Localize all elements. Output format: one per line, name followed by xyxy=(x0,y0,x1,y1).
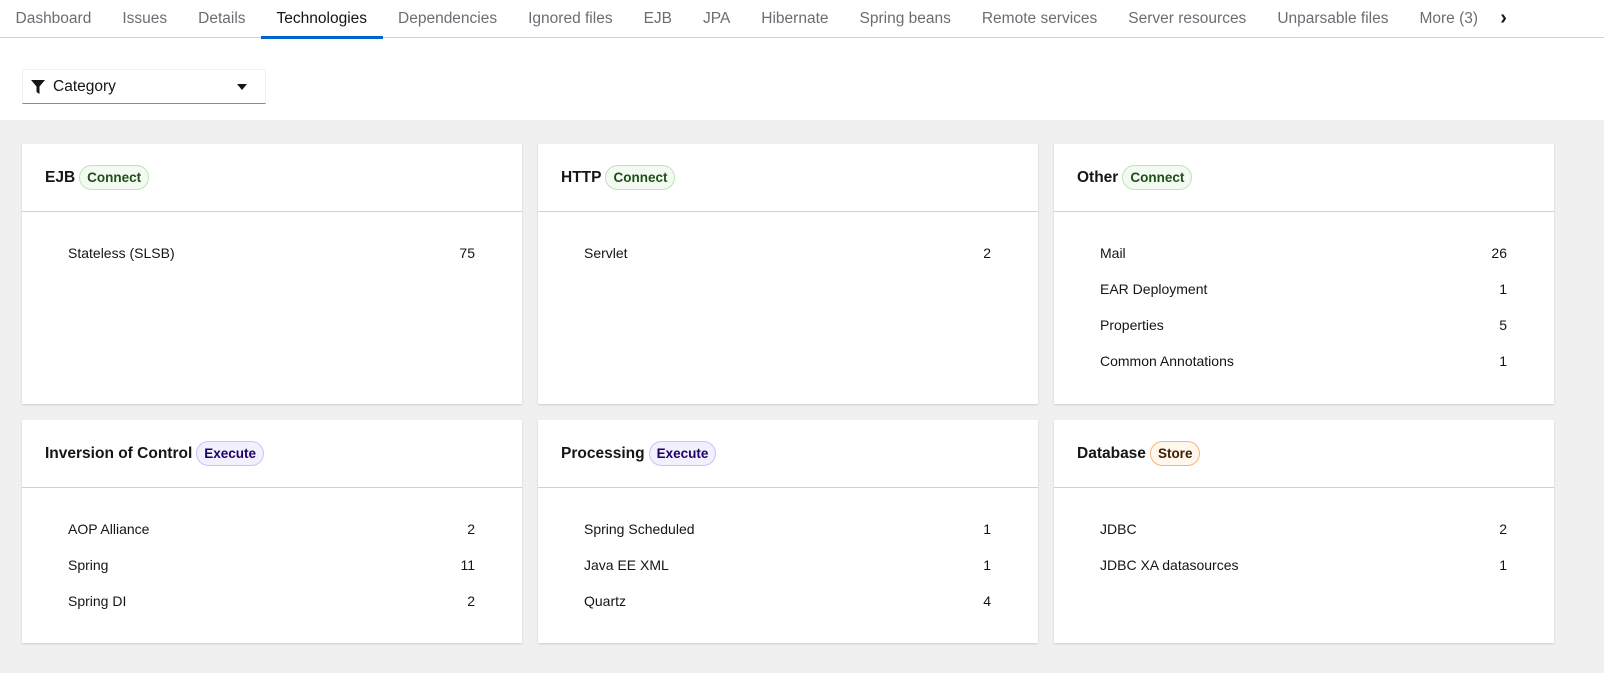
technology-count: 5 xyxy=(1499,317,1507,333)
technology-name: Spring xyxy=(68,557,109,573)
category-badge: Execute xyxy=(196,441,265,466)
list-item: Spring 11 xyxy=(68,557,475,593)
tab-bar: Dashboard Issues Details Technologies Depend… xyxy=(0,0,1604,39)
technology-name: Spring DI xyxy=(68,593,127,609)
list-item: EAR Deployment 1 xyxy=(1100,281,1507,317)
technology-count: 2 xyxy=(983,245,991,261)
technology-name: EAR Deployment xyxy=(1100,281,1208,297)
list-item: Java EE XML 1 xyxy=(584,557,991,593)
card-header: HTTP Connect xyxy=(538,144,1038,212)
category-badge: Execute xyxy=(648,441,717,466)
card-body: AOP Alliance 2 Spring 11 Spring DI 2 xyxy=(22,488,522,629)
technology-count: 1 xyxy=(1499,557,1507,573)
technology-name: Spring Scheduled xyxy=(584,521,695,537)
filter-icon xyxy=(31,79,45,94)
technology-name: Quartz xyxy=(584,593,627,609)
technology-name: Properties xyxy=(1100,317,1164,333)
card-ejb: EJB Connect Stateless (SLSB) 75 xyxy=(22,144,522,404)
technology-count: 1 xyxy=(983,557,991,573)
card-body: Stateless (SLSB) 75 xyxy=(22,212,522,281)
technology-count: 75 xyxy=(459,245,475,261)
caret-down-icon xyxy=(237,83,247,90)
technology-cards: EJB Connect Stateless (SLSB) 75 HTTP Connect S… xyxy=(0,120,1604,643)
card-title: Inversion of Control xyxy=(45,444,193,462)
list-item: Stateless (SLSB) 75 xyxy=(68,245,475,281)
card-header: EJB Connect xyxy=(22,144,522,212)
tab-issues[interactable]: Issues xyxy=(122,10,168,27)
category-badge: Connect xyxy=(79,165,150,190)
list-item: JDBC XA datasources 1 xyxy=(1100,557,1507,593)
card-header: Database Store xyxy=(1054,420,1554,488)
toolbar: Category xyxy=(0,38,1604,120)
tab-dashboard[interactable]: Dashboard xyxy=(15,10,92,27)
tab-spring-beans[interactable]: Spring beans xyxy=(859,10,951,27)
list-item: Spring DI 2 xyxy=(68,593,475,629)
tab-unparsable-files[interactable]: Unparsable files xyxy=(1277,10,1389,27)
technology-name: Servlet xyxy=(584,245,628,261)
tab-remote-services[interactable]: Remote services xyxy=(981,10,1098,27)
card-processing: Processing Execute Spring Scheduled 1 Java E… xyxy=(538,420,1038,643)
list-item: Mail 26 xyxy=(1100,245,1507,281)
filter-label: Category xyxy=(53,77,116,95)
technology-name: Mail xyxy=(1100,245,1126,261)
technology-name: JDBC XA datasources xyxy=(1100,557,1239,573)
category-badge: Connect xyxy=(605,165,676,190)
list-item: AOP Alliance 2 xyxy=(68,521,475,557)
technology-count: 11 xyxy=(460,557,475,573)
card-other: Other Connect Mail 26 EAR Deployment 1 Propert… xyxy=(1054,144,1554,404)
card-title: HTTP xyxy=(561,168,602,186)
technology-count: 1 xyxy=(983,521,991,537)
technology-name: Common Annotations xyxy=(1100,353,1234,369)
scroll-right-chevron-icon[interactable]: › xyxy=(1500,7,1507,29)
card-title: EJB xyxy=(45,168,76,186)
tab-technologies[interactable]: Technologies xyxy=(261,0,384,39)
card-header: Processing Execute xyxy=(538,420,1038,488)
tab-ejb[interactable]: EJB xyxy=(643,10,673,27)
card-title: Other xyxy=(1077,168,1119,186)
tab-dependencies[interactable]: Dependencies xyxy=(398,10,498,27)
card-body: Spring Scheduled 1 Java EE XML 1 Quartz 4 xyxy=(538,488,1038,629)
technology-name: AOP Alliance xyxy=(68,521,150,537)
tab-ignored-files[interactable]: Ignored files xyxy=(528,10,613,27)
tab-server-resources[interactable]: Server resources xyxy=(1128,10,1247,27)
category-badge: Store xyxy=(1149,441,1201,466)
card-database: Database Store JDBC 2 JDBC XA datasources 1 xyxy=(1054,420,1554,643)
card-header: Other Connect xyxy=(1054,144,1554,212)
tab-jpa[interactable]: JPA xyxy=(703,10,731,27)
technology-count: 1 xyxy=(1499,281,1507,297)
category-badge: Connect xyxy=(1122,165,1193,190)
technology-name: Stateless (SLSB) xyxy=(68,245,175,261)
technology-count: 2 xyxy=(467,521,475,537)
list-item: Servlet 2 xyxy=(584,245,991,281)
card-inversion-of-control: Inversion of Control Execute AOP Alliance 2… xyxy=(22,420,522,643)
list-item: Properties 5 xyxy=(1100,317,1507,353)
technology-count: 2 xyxy=(467,593,475,609)
card-body: Servlet 2 xyxy=(538,212,1038,281)
technology-count: 2 xyxy=(1499,521,1507,537)
technology-count: 4 xyxy=(983,593,991,609)
category-filter-dropdown[interactable]: Category xyxy=(22,69,266,104)
list-item: Common Annotations 1 xyxy=(1100,353,1507,389)
list-item: Spring Scheduled 1 xyxy=(584,521,991,557)
tab-more-3[interactable]: More (3) xyxy=(1419,10,1479,27)
list-item: JDBC 2 xyxy=(1100,521,1507,557)
technology-count: 26 xyxy=(1491,245,1507,261)
technology-name: Java EE XML xyxy=(584,557,669,573)
card-http: HTTP Connect Servlet 2 xyxy=(538,144,1038,404)
tab-hibernate[interactable]: Hibernate xyxy=(761,10,829,27)
technology-count: 1 xyxy=(1499,353,1507,369)
list-item: Quartz 4 xyxy=(584,593,991,629)
technology-name: JDBC xyxy=(1100,521,1137,537)
tab-details[interactable]: Details xyxy=(198,10,246,27)
card-header: Inversion of Control Execute xyxy=(22,420,522,488)
card-title: Processing xyxy=(561,444,645,462)
card-title: Database xyxy=(1077,444,1146,462)
card-body: Mail 26 EAR Deployment 1 Properties 5 Common A… xyxy=(1054,212,1554,389)
card-body: JDBC 2 JDBC XA datasources 1 xyxy=(1054,488,1554,593)
